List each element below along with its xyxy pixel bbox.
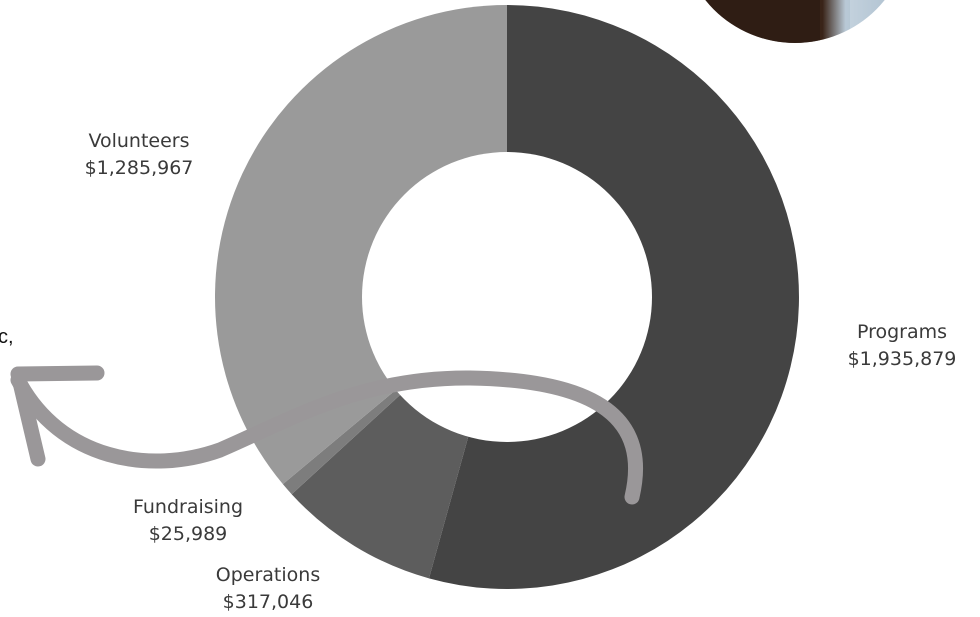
- arrowhead-icon: [10, 365, 105, 467]
- label-value: $25,989: [148, 523, 228, 545]
- curved-arrow-icon: [10, 370, 644, 505]
- label-value: $317,046: [222, 591, 314, 613]
- donut-hole: [362, 152, 652, 442]
- label-value: $1,935,879: [847, 348, 957, 370]
- cropped-text: c,: [0, 326, 14, 348]
- label-volunteers: Volunteers $1,285,967: [73, 128, 205, 182]
- label-fundraising: Fundraising $25,989: [118, 494, 258, 548]
- label-operations: Operations $317,046: [200, 562, 336, 616]
- label-name: Volunteers: [88, 130, 190, 152]
- label-name: Fundraising: [132, 496, 244, 518]
- label-name: Operations: [215, 564, 321, 586]
- label-name: Programs: [856, 321, 948, 343]
- label-value: $1,285,967: [84, 157, 194, 179]
- photo-circle: [700, 0, 910, 43]
- slice-volunteers: [215, 5, 507, 485]
- label-programs: Programs $1,935,879: [836, 319, 968, 373]
